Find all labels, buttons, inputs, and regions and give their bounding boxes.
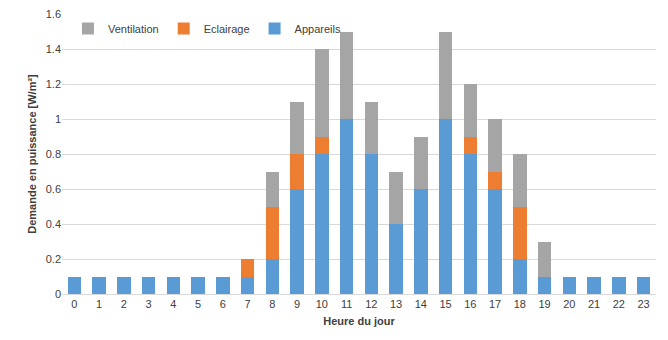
svg-text:5: 5 — [195, 298, 201, 310]
svg-text:0: 0 — [71, 298, 77, 310]
svg-text:Heure du jour: Heure du jour — [323, 315, 395, 327]
svg-text:19: 19 — [539, 298, 551, 310]
svg-text:23: 23 — [638, 298, 650, 310]
svg-text:12: 12 — [365, 298, 377, 310]
svg-text:17: 17 — [489, 298, 501, 310]
svg-text:2: 2 — [121, 298, 127, 310]
svg-text:0.2: 0.2 — [46, 253, 61, 265]
svg-text:9: 9 — [294, 298, 300, 310]
svg-text:22: 22 — [613, 298, 625, 310]
svg-text:0.8: 0.8 — [46, 148, 61, 160]
svg-text:15: 15 — [440, 298, 452, 310]
svg-text:0.4: 0.4 — [46, 218, 61, 230]
svg-text:10: 10 — [316, 298, 328, 310]
svg-text:Appareils: Appareils — [295, 23, 341, 35]
svg-text:7: 7 — [245, 298, 251, 310]
svg-text:1.2: 1.2 — [46, 78, 61, 90]
svg-text:0.6: 0.6 — [46, 183, 61, 195]
svg-text:14: 14 — [415, 298, 427, 310]
svg-text:Demande en puissance [W/m²]: Demande en puissance [W/m²] — [26, 74, 38, 234]
svg-text:6: 6 — [220, 298, 226, 310]
svg-text:1: 1 — [96, 298, 102, 310]
svg-text:3: 3 — [146, 298, 152, 310]
svg-text:0: 0 — [55, 288, 61, 300]
svg-text:16: 16 — [464, 298, 476, 310]
svg-text:21: 21 — [588, 298, 600, 310]
svg-text:4: 4 — [170, 298, 176, 310]
svg-text:Eclairage: Eclairage — [204, 23, 250, 35]
svg-text:20: 20 — [563, 298, 575, 310]
svg-text:18: 18 — [514, 298, 526, 310]
svg-text:1.6: 1.6 — [46, 8, 61, 20]
svg-text:1.4: 1.4 — [46, 43, 61, 55]
svg-text:11: 11 — [341, 298, 352, 310]
svg-text:8: 8 — [269, 298, 275, 310]
svg-text:Ventilation: Ventilation — [108, 23, 159, 35]
svg-text:1: 1 — [55, 113, 61, 125]
svg-text:13: 13 — [390, 298, 402, 310]
